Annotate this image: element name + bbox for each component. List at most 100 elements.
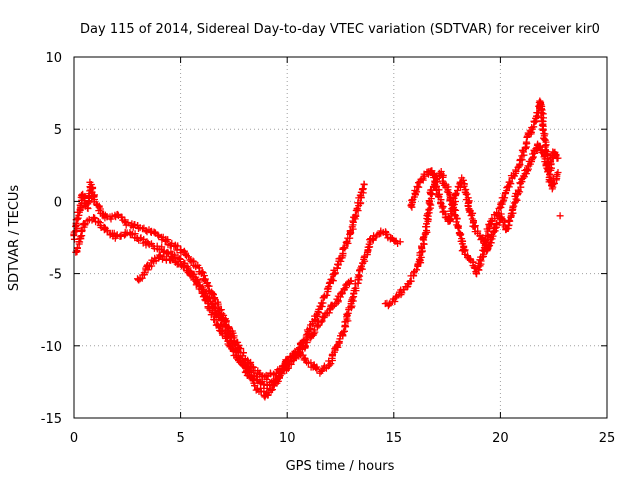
data-point bbox=[266, 369, 274, 377]
data-point bbox=[206, 294, 214, 302]
data-point bbox=[168, 254, 176, 262]
y-tick-label: 5 bbox=[54, 123, 62, 138]
y-tick-label: 10 bbox=[45, 51, 62, 66]
data-point bbox=[328, 275, 336, 283]
data-point bbox=[506, 217, 514, 225]
data-point bbox=[366, 243, 374, 251]
data-point bbox=[110, 229, 118, 237]
data-point bbox=[209, 300, 217, 307]
data-point bbox=[278, 370, 285, 378]
data-point bbox=[135, 276, 143, 284]
data-point bbox=[458, 240, 466, 248]
y-axis-label: SDTVAR / TECUs bbox=[7, 185, 22, 292]
data-point bbox=[451, 211, 459, 219]
data-point bbox=[96, 219, 104, 227]
data-point bbox=[501, 194, 509, 202]
data-point bbox=[227, 333, 235, 341]
data-point bbox=[340, 244, 348, 252]
data-point bbox=[421, 230, 429, 238]
data-point bbox=[348, 294, 356, 302]
data-point bbox=[124, 219, 132, 226]
y-tick-label: 0 bbox=[54, 195, 62, 210]
data-point bbox=[91, 214, 99, 222]
data-point bbox=[359, 185, 367, 193]
x-tick-label: 25 bbox=[599, 431, 616, 446]
data-point bbox=[73, 244, 81, 252]
data-point bbox=[86, 178, 94, 186]
axis-tick-labels: 0 5 10 15 20 25 -15 -10 -5 0 5 10 bbox=[41, 51, 616, 446]
data-point bbox=[338, 290, 346, 297]
data-point bbox=[544, 168, 552, 176]
plot-frame bbox=[73, 56, 608, 419]
data-point bbox=[90, 214, 98, 221]
data-marks bbox=[70, 97, 564, 401]
data-point bbox=[223, 329, 231, 337]
data-point bbox=[539, 126, 547, 134]
data-point bbox=[121, 218, 129, 226]
data-point bbox=[347, 277, 355, 285]
x-tick-label: 10 bbox=[279, 431, 296, 446]
data-point bbox=[480, 250, 488, 258]
data-point bbox=[91, 196, 98, 203]
x-tick-label: 5 bbox=[176, 431, 184, 446]
data-point bbox=[137, 234, 144, 242]
data-point bbox=[430, 174, 438, 181]
data-point bbox=[451, 191, 459, 198]
data-point bbox=[529, 153, 537, 161]
data-point bbox=[506, 178, 514, 186]
data-point bbox=[320, 314, 328, 321]
data-point bbox=[413, 266, 421, 274]
data-point bbox=[522, 145, 529, 153]
data-point bbox=[84, 200, 92, 208]
data-point bbox=[554, 169, 562, 176]
data-point bbox=[327, 360, 335, 368]
data-point bbox=[242, 361, 250, 369]
data-point bbox=[421, 172, 429, 180]
data-point bbox=[219, 315, 226, 323]
data-point bbox=[243, 363, 250, 371]
data-point bbox=[453, 214, 461, 222]
data-point bbox=[189, 257, 197, 265]
data-point bbox=[142, 227, 150, 234]
data-point bbox=[383, 230, 391, 238]
data-point bbox=[528, 158, 535, 166]
data-point bbox=[324, 284, 332, 292]
data-point bbox=[452, 198, 459, 205]
data-point bbox=[329, 352, 336, 360]
data-point bbox=[493, 220, 501, 227]
y-tick-label: -15 bbox=[41, 412, 62, 427]
data-point bbox=[556, 212, 564, 220]
grid bbox=[74, 57, 607, 418]
data-point bbox=[360, 180, 368, 188]
data-point bbox=[456, 231, 464, 239]
x-tick-label: 15 bbox=[386, 431, 403, 446]
data-point bbox=[554, 154, 562, 162]
data-point bbox=[113, 211, 121, 219]
data-point bbox=[355, 271, 362, 279]
data-point bbox=[210, 304, 218, 312]
axis-ticks bbox=[73, 56, 608, 419]
y-tick-label: -10 bbox=[41, 340, 62, 355]
data-point bbox=[337, 257, 345, 265]
data-point bbox=[230, 340, 238, 348]
data-point bbox=[154, 231, 162, 239]
data-point bbox=[214, 313, 222, 321]
data-point bbox=[77, 233, 85, 241]
data-point bbox=[540, 135, 548, 143]
data-point bbox=[331, 269, 339, 277]
data-point bbox=[251, 382, 259, 390]
data-point bbox=[74, 215, 81, 223]
data-point bbox=[454, 224, 462, 232]
data-point bbox=[460, 182, 468, 190]
data-point bbox=[501, 190, 509, 198]
x-tick-label: 20 bbox=[492, 431, 509, 446]
data-point bbox=[317, 318, 325, 326]
data-point bbox=[114, 212, 122, 220]
data-point bbox=[424, 210, 431, 218]
data-point bbox=[545, 167, 552, 175]
data-point bbox=[468, 211, 476, 219]
data-point bbox=[269, 386, 276, 394]
data-point bbox=[78, 227, 86, 235]
chart-title: Day 115 of 2014, Sidereal Day-to-day VTE… bbox=[80, 22, 600, 37]
